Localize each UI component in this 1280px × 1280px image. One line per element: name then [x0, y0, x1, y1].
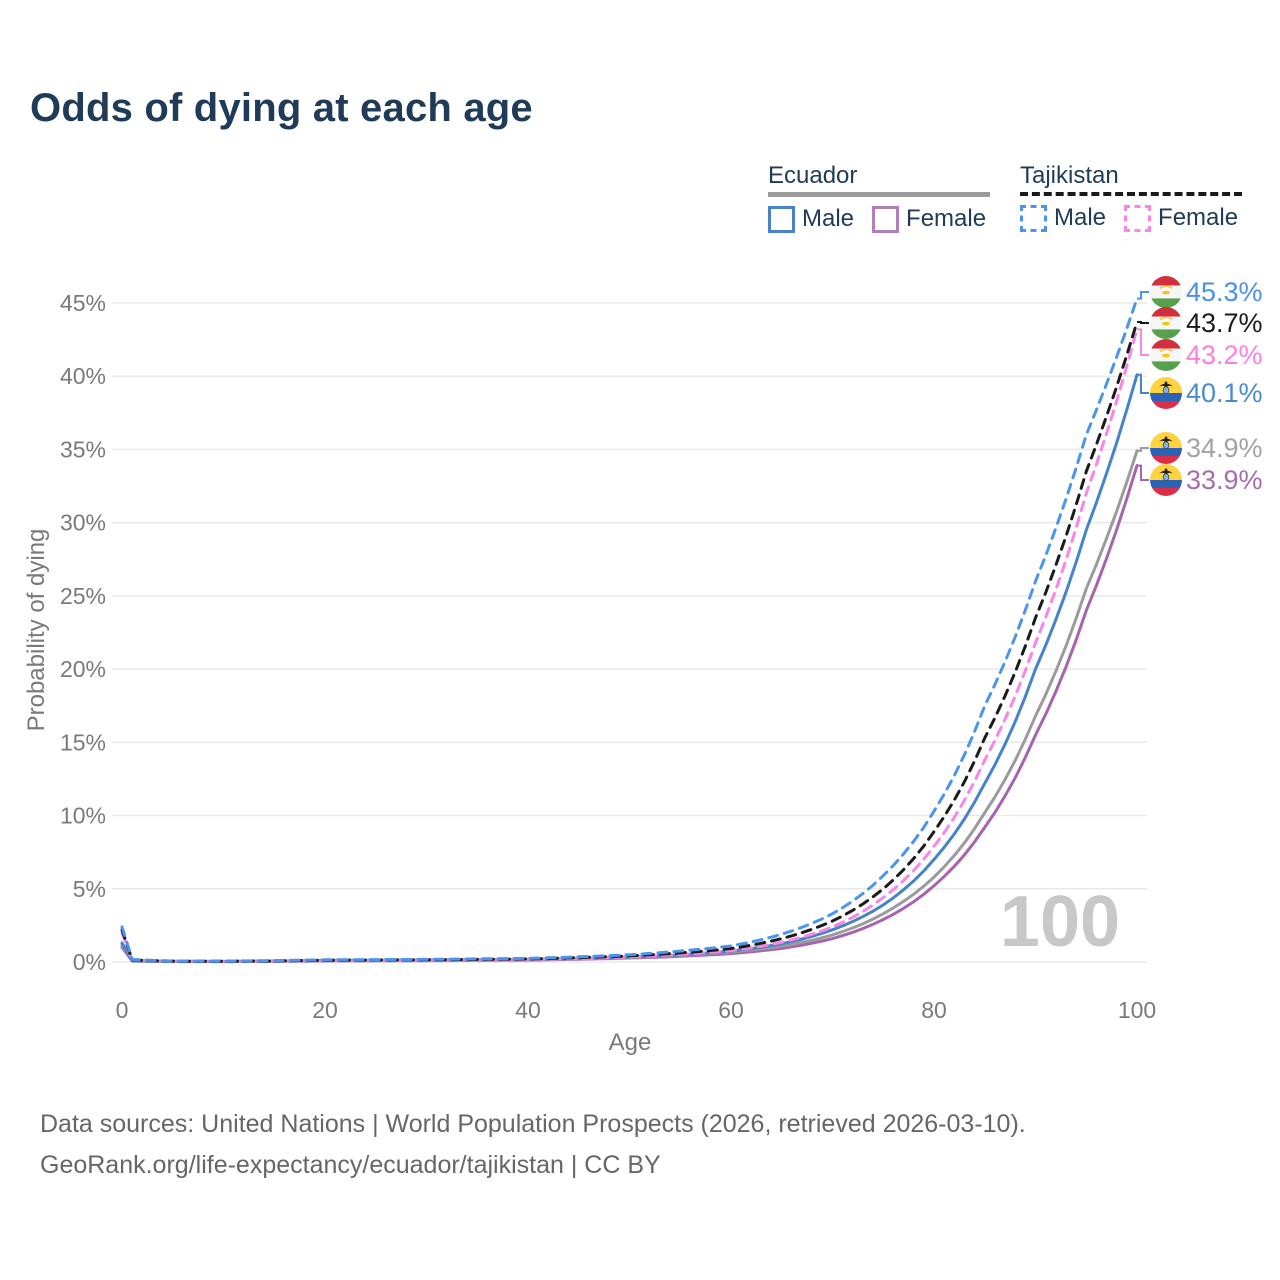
legend-header-ecuador: Ecuador	[768, 162, 858, 189]
x-tick-label: 20	[312, 997, 338, 1023]
legend-header-tajikistan: Tajikistan	[1020, 162, 1119, 189]
legend-label: Female	[1158, 204, 1239, 231]
line-ecuador-female	[120, 464, 1139, 964]
ecuador-flag-icon	[1150, 432, 1182, 464]
tajikistan-male-checkbox[interactable]	[1020, 204, 1047, 232]
x-tick-label: 60	[718, 997, 744, 1023]
legend-group-ecuador: Ecuador Male Female	[768, 163, 990, 233]
line-tajikistan	[120, 320, 1139, 963]
tajikistan-flag-icon	[1150, 339, 1182, 371]
end-value-label-tajikistan-female: 43.2%	[1186, 340, 1263, 370]
y-tick-label: 10%	[60, 803, 106, 829]
tajikistan-female-checkbox[interactable]	[1124, 204, 1152, 232]
footer: Data sources: United Nations | World Pop…	[40, 1104, 1026, 1186]
age-watermark: 100	[1000, 882, 1120, 962]
tajikistan-line-key	[1020, 192, 1242, 196]
legend: Ecuador Male Female Tajikistan Male	[768, 163, 1268, 243]
line-tajikistan-female	[120, 327, 1139, 963]
end-value-label-tajikistan-male: 45.3%	[1186, 277, 1263, 307]
y-tick-label: 25%	[60, 583, 106, 609]
ecuador-male-checkbox[interactable]	[768, 205, 795, 233]
label-connector	[1137, 328, 1149, 356]
y-tick-label: 45%	[60, 290, 106, 316]
y-tick-label: 40%	[60, 363, 106, 389]
label-connector	[1137, 373, 1149, 394]
legend-item-tajikistan-male[interactable]: Male	[1020, 204, 1106, 232]
label-connector	[1137, 291, 1149, 300]
legend-group-tajikistan: Tajikistan Male Female	[1020, 163, 1242, 232]
line-tajikistan-male	[120, 297, 1139, 963]
ecuador-female-checkbox[interactable]	[872, 205, 900, 233]
end-value-label-ecuador-female: 33.9%	[1186, 465, 1263, 495]
x-axis-title: Age	[609, 1029, 652, 1056]
line-ecuador-male	[120, 373, 1139, 963]
x-tick-label: 40	[515, 997, 541, 1023]
ecuador-flag-icon	[1150, 464, 1182, 496]
label-connector	[1137, 321, 1149, 324]
legend-item-tajikistan-female[interactable]: Female	[1124, 204, 1238, 232]
y-tick-label: 20%	[60, 656, 106, 682]
x-tick-label: 100	[1118, 997, 1156, 1023]
page-title: Odds of dying at each age	[30, 86, 533, 130]
label-connector	[1137, 447, 1149, 452]
legend-items-tajikistan: Male Female	[1020, 204, 1242, 232]
tajikistan-flag-icon	[1150, 276, 1182, 308]
tajikistan-flag-icon	[1150, 307, 1182, 339]
legend-label: Female	[906, 205, 987, 232]
end-value-label-ecuador-male: 40.1%	[1186, 378, 1263, 408]
y-tick-label: 5%	[73, 876, 106, 902]
ecuador-flag-icon	[1150, 377, 1182, 409]
y-tick-label: 30%	[60, 510, 106, 536]
legend-item-ecuador-female[interactable]: Female	[872, 205, 986, 233]
y-tick-label: 0%	[73, 949, 106, 975]
y-tick-label: 15%	[60, 729, 106, 755]
legend-item-ecuador-male[interactable]: Male	[768, 205, 854, 233]
legend-label: Male	[802, 205, 855, 232]
x-tick-label: 80	[921, 997, 947, 1023]
label-connector	[1137, 464, 1149, 481]
end-value-label-ecuador: 34.9%	[1186, 433, 1263, 463]
y-axis-title: Probability of dying	[23, 529, 50, 732]
ecuador-line-key	[768, 192, 990, 197]
end-value-label-tajikistan: 43.7%	[1186, 308, 1263, 338]
footer-data-sources: Data sources: United Nations | World Pop…	[40, 1110, 1026, 1138]
legend-label: Male	[1054, 204, 1107, 231]
y-tick-label: 35%	[60, 436, 106, 462]
line-ecuador	[120, 449, 1139, 964]
legend-items-ecuador: Male Female	[768, 205, 990, 233]
footer-attribution-url: GeoRank.org/life-expectancy/ecuador/taji…	[40, 1151, 661, 1179]
x-tick-label: 0	[116, 997, 129, 1023]
